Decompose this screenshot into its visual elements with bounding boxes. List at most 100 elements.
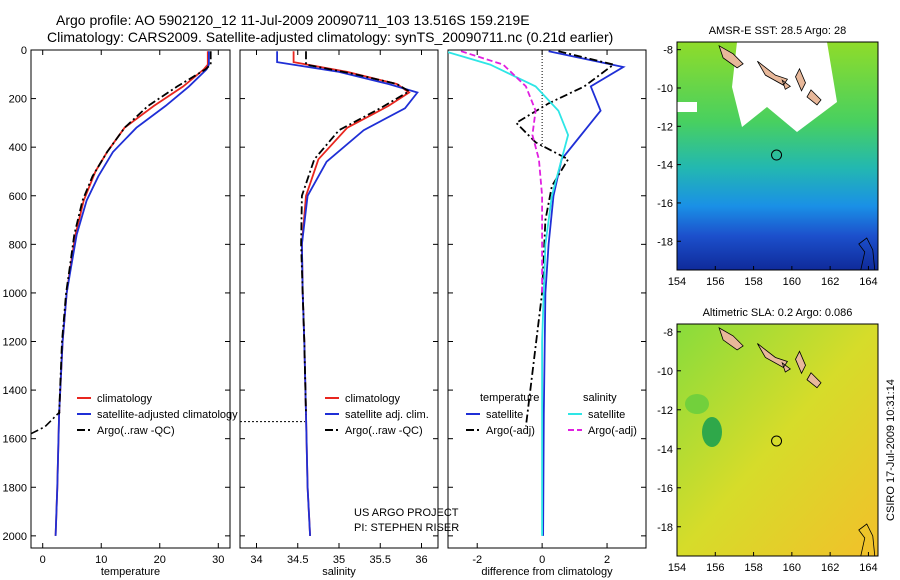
legend-label: satellite xyxy=(588,409,625,421)
y-tick-label: 800 xyxy=(9,239,27,251)
x-tick-label: 34 xyxy=(250,554,262,566)
y-tick-label: -18 xyxy=(657,522,673,534)
x-axis-label: difference from climatology xyxy=(481,566,613,578)
y-tick-label: -16 xyxy=(657,483,673,495)
plot-frame xyxy=(239,49,439,549)
map-field xyxy=(677,324,878,556)
x-tick-label: 156 xyxy=(706,276,724,288)
x-tick-label: 35.5 xyxy=(370,554,391,566)
x-tick-label: 158 xyxy=(744,562,762,574)
y-tick-label: 600 xyxy=(9,191,27,203)
y-tick-label: 1000 xyxy=(3,288,27,300)
legend-entry: Argo(-adj) xyxy=(568,425,637,437)
credit-text: CSIRO 17-Jul-2009 10:31:14 xyxy=(885,379,897,521)
low-anomaly-blob xyxy=(685,394,709,414)
legend-label: satellite-adjusted climatology xyxy=(97,409,238,421)
project-label: US ARGO PROJECT xyxy=(354,507,459,519)
x-tick-label: 160 xyxy=(783,562,801,574)
legend-entry: Argo(..raw -QC) xyxy=(325,425,423,437)
legend-label: Argo(-adj) xyxy=(588,425,637,437)
map-frame xyxy=(676,323,879,557)
legend-heading-salinity: salinity xyxy=(583,392,617,404)
no-data-patch xyxy=(677,102,697,112)
x-tick-label: 164 xyxy=(859,562,877,574)
island-coastline xyxy=(718,327,822,389)
legend-entry: satellite xyxy=(466,409,523,421)
legend-entry: Argo(-adj) xyxy=(466,425,535,437)
map-frame xyxy=(676,41,879,271)
legend-label: Argo(..raw -QC) xyxy=(97,425,175,437)
y-tick-label: 1800 xyxy=(3,482,27,494)
figure-title-line2: Climatology: CARS2009. Satellite-adjuste… xyxy=(47,29,614,45)
y-tick-label: -8 xyxy=(663,327,673,339)
y-tick-label: -12 xyxy=(657,405,673,417)
y-tick-label: 1600 xyxy=(3,434,27,446)
island-coastline xyxy=(718,44,822,106)
y-tick-label: -14 xyxy=(657,160,673,172)
profile-panel-2: 34 34.5 35 35.5 36 salinity xyxy=(239,49,439,578)
figure-title-line1: Argo profile: AO 5902120_12 11-Jul-2009 … xyxy=(56,12,530,28)
series-group xyxy=(448,50,626,536)
plot-frame xyxy=(447,49,647,549)
y-tick-label: 1200 xyxy=(3,337,27,349)
series-line-satellite xyxy=(448,51,570,536)
y-tick-label: 1400 xyxy=(3,385,27,397)
legend-entry: Argo(..raw -QC) xyxy=(77,425,175,437)
series-line-argo-adj- xyxy=(514,50,616,427)
sla-map: Altimetric SLA: 0.2 Argo: 0.086 154 156 158… xyxy=(657,307,879,574)
y-tick-label: -8 xyxy=(663,45,673,57)
legend-label: Argo(-adj) xyxy=(486,425,535,437)
low-anomaly-blob xyxy=(702,417,722,447)
x-tick-label: 154 xyxy=(668,276,686,288)
legend-label: climatology xyxy=(345,393,401,405)
x-tick-label: 164 xyxy=(859,276,877,288)
map-title: AMSR-E SST: 28.5 Argo: 28 xyxy=(709,25,847,37)
map-field xyxy=(677,42,878,270)
legend-heading-temperature: temperature xyxy=(480,392,539,404)
pi-label: PI: STEPHEN RISER xyxy=(354,522,459,534)
x-tick-label: 154 xyxy=(668,562,686,574)
legend-entry: climatology xyxy=(325,393,401,405)
x-tick-label: 156 xyxy=(706,562,724,574)
y-tick-label: -16 xyxy=(657,198,673,210)
x-tick-label: 160 xyxy=(783,276,801,288)
map-title: Altimetric SLA: 0.2 Argo: 0.086 xyxy=(703,307,853,319)
series-line-argo-adj- xyxy=(460,50,543,293)
sst-map: AMSR-E SST: 28.5 Argo: 28 154 156 158 160 162… xyxy=(657,25,879,288)
plot-frame xyxy=(30,49,231,549)
coastline xyxy=(858,523,876,556)
argo-location-marker xyxy=(771,149,783,161)
y-tick-label: -10 xyxy=(657,366,673,378)
legend-label: Argo(..raw -QC) xyxy=(345,425,423,437)
x-tick-label: 0 xyxy=(40,554,46,566)
series-group xyxy=(54,51,212,536)
x-tick-label: 0 xyxy=(539,554,545,566)
y-tick-label: -18 xyxy=(657,236,673,248)
x-tick-label: 162 xyxy=(821,276,839,288)
x-tick-label: 2 xyxy=(604,554,610,566)
series-group xyxy=(276,51,419,536)
y-tick-label: -12 xyxy=(657,121,673,133)
profile-panel-1: 0 10 20 30 temperature 0 200 400 600 800 1000 1200 1… xyxy=(3,45,231,578)
legend-entry: satellite xyxy=(568,409,625,421)
x-tick-label: 36 xyxy=(415,554,427,566)
legend-entry: satellite-adjusted climatology xyxy=(77,409,238,421)
y-tick-label: 0 xyxy=(21,45,27,57)
legend-label: satellite adj. clim. xyxy=(345,409,429,421)
x-tick-label: 162 xyxy=(821,562,839,574)
x-tick-label: -2 xyxy=(472,554,482,566)
x-axis-label: salinity xyxy=(322,566,356,578)
x-axis-label: temperature xyxy=(101,566,160,578)
y-tick-label: 200 xyxy=(9,94,27,106)
argo-location-marker xyxy=(771,435,783,447)
legend-entry: satellite adj. clim. xyxy=(325,409,429,421)
argo-temperature-tail xyxy=(30,411,61,435)
x-tick-label: 158 xyxy=(744,276,762,288)
series-line-argo-raw-qc- xyxy=(58,51,212,415)
legend-entry: climatology xyxy=(77,393,153,405)
legend-label: satellite xyxy=(486,409,523,421)
x-tick-label: 30 xyxy=(212,554,224,566)
series-line-argo-raw-qc- xyxy=(300,51,411,415)
